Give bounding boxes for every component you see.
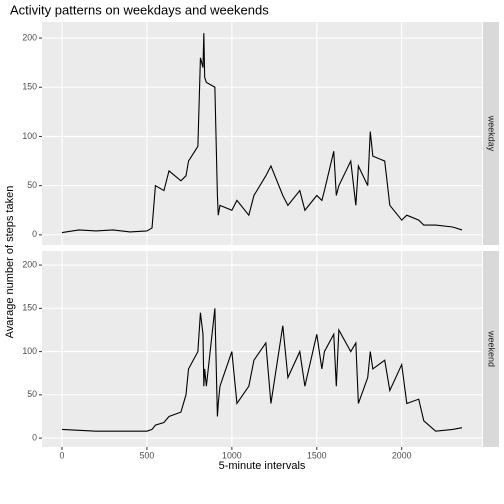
line	[61, 33, 463, 234]
strip-label: weekday	[487, 115, 497, 152]
y-axis-label: Avarage number of steps taken	[4, 186, 16, 339]
x-tick-label: 2000	[392, 450, 412, 460]
y-tick-label: 0	[32, 432, 37, 442]
y-tick-label: 200	[22, 259, 37, 269]
strip	[483, 251, 499, 447]
y-tick-label: 150	[22, 82, 37, 92]
strip-label: weekend	[487, 330, 497, 367]
y-tick-label: 200	[22, 32, 37, 42]
x-tick-label: 1500	[307, 450, 327, 460]
y-tick-label: 0	[32, 229, 37, 239]
x-tick-label: 0	[60, 450, 65, 460]
y-tick-label: 150	[22, 303, 37, 313]
y-tick-label: 50	[27, 180, 37, 190]
y-tick-label: 50	[27, 389, 37, 399]
y-tick-label: 100	[22, 346, 37, 356]
strip	[483, 22, 499, 245]
x-tick-label: 1000	[222, 450, 242, 460]
panel-background	[42, 22, 482, 245]
x-tick-label: 500	[140, 450, 155, 460]
y-tick-label: 100	[22, 131, 37, 141]
chart-title: Activity patterns on weekdays and weeken…	[10, 2, 269, 17]
line	[61, 308, 463, 432]
x-axis-label: 5-minute intervals	[219, 460, 306, 472]
